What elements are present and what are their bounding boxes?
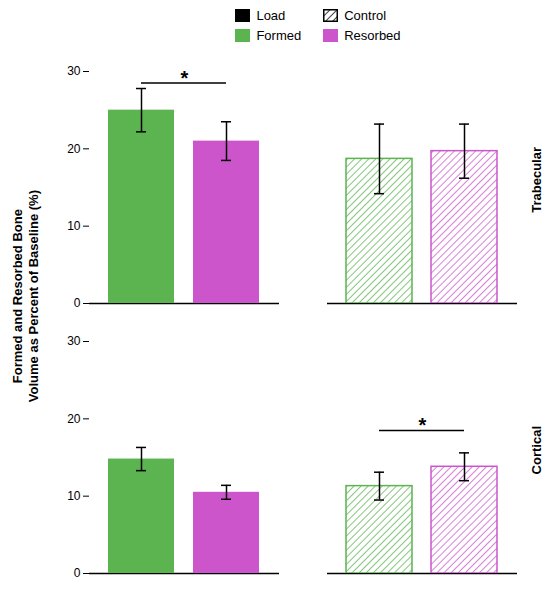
html-text:Resorbed: Resorbed xyxy=(344,28,401,43)
svg-text:20: 20 xyxy=(67,142,81,156)
svg-text:*: * xyxy=(181,67,189,89)
svg-text:30: 30 xyxy=(67,64,81,78)
html-text:Formed: Formed xyxy=(256,28,302,43)
html-text:Control: Control xyxy=(344,8,387,23)
html-text:Cortical: Cortical xyxy=(528,425,544,475)
svg-text:0: 0 xyxy=(74,566,81,580)
svg-text:*: * xyxy=(419,414,427,436)
svg-text:10: 10 xyxy=(67,219,81,233)
svg-text:30: 30 xyxy=(67,334,81,348)
svg-text:10: 10 xyxy=(67,489,81,503)
html-text:Load: Load xyxy=(256,8,286,23)
svg-text:0: 0 xyxy=(74,296,81,310)
svg-text:20: 20 xyxy=(67,412,81,426)
html-text:Formed and Resorbed Bone Volum: Formed and Resorbed Bone Volume as Perce… xyxy=(9,190,41,403)
html-text:Trabecular: Trabecular xyxy=(528,147,544,213)
